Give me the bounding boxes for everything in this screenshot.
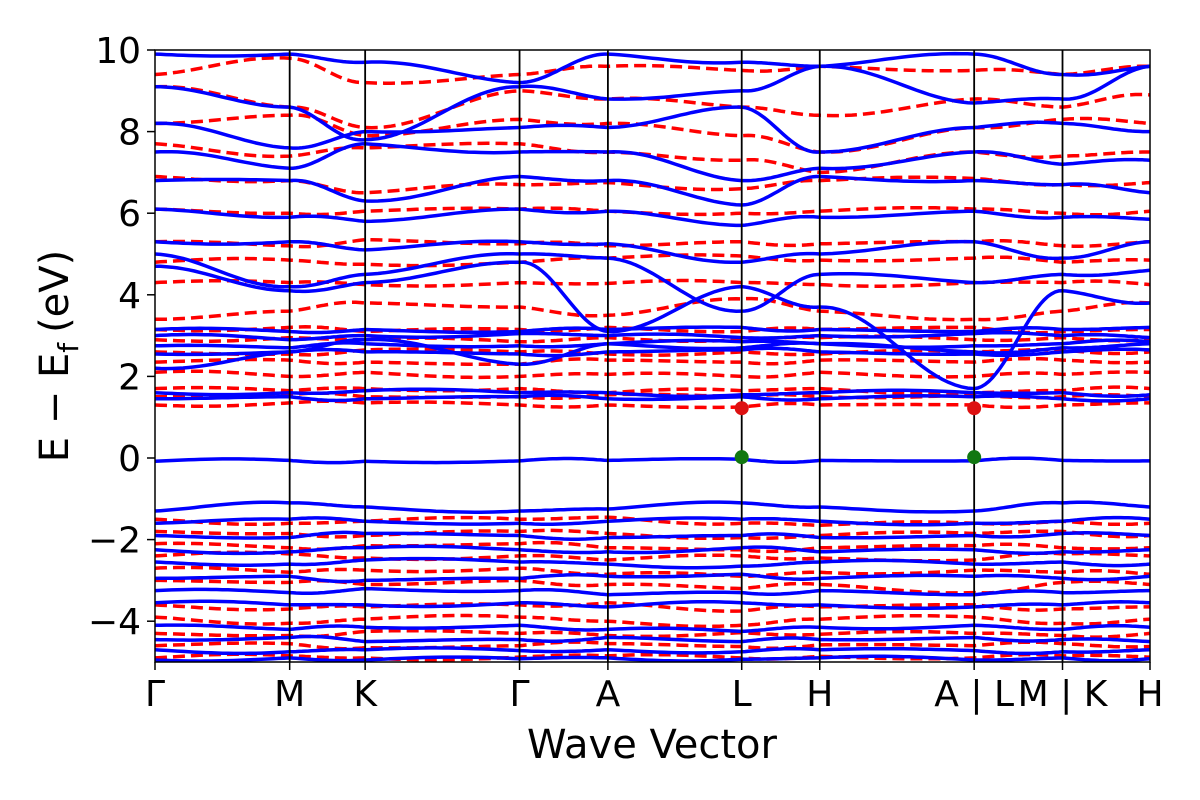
- solid-band-line: [155, 530, 1150, 541]
- dashed-band-line: [155, 296, 1150, 322]
- x-tick-label: H: [1136, 674, 1163, 715]
- x-tick-label: Γ: [145, 674, 165, 715]
- y-axis-label-main: E − E: [32, 353, 78, 463]
- solid-band-line: [155, 387, 1150, 399]
- y-tick-label: 2: [118, 357, 141, 398]
- dashed-band-line: [155, 550, 1150, 563]
- solid-band-line: [155, 207, 1150, 228]
- x-tick-label: M: [274, 674, 305, 715]
- y-axis-label: E − Ef (eV): [32, 250, 85, 463]
- dashed-band-line: [155, 399, 1150, 410]
- solid-band-line: [155, 393, 1150, 403]
- dashed-band-line: [155, 369, 1150, 380]
- bands-layer: [155, 51, 1150, 662]
- solid-band-line: [155, 105, 1150, 154]
- y-axis-label-subscript: f: [52, 342, 85, 353]
- solid-band-line: [155, 646, 1150, 656]
- x-axis-label: Wave Vector: [527, 722, 778, 768]
- solid-band-line: [155, 572, 1150, 584]
- solid-band-line: [155, 515, 1150, 527]
- dashed-band-line: [155, 347, 1150, 357]
- dashed-band-line: [155, 613, 1150, 629]
- x-tick-label: L: [732, 674, 752, 715]
- solid-band-line: [155, 500, 1150, 514]
- x-tick-label: K: [353, 674, 378, 715]
- plot-frame: [154, 49, 1151, 663]
- solid-band-line: [155, 239, 1150, 265]
- y-tick-label: 4: [118, 276, 141, 317]
- dashed-band-line: [155, 565, 1150, 579]
- dashed-band-line: [155, 56, 1150, 85]
- solid-band-line: [155, 556, 1150, 570]
- solid-band-line: [155, 142, 1150, 183]
- solid-band-line: [155, 346, 1150, 358]
- band-edge-marker: [734, 450, 749, 465]
- dashed-band-line: [155, 84, 1150, 130]
- dashed-band-line: [155, 385, 1150, 396]
- dashed-band-line: [155, 253, 1150, 268]
- solid-band-line: [155, 586, 1150, 597]
- solid-band-line: [155, 174, 1150, 207]
- solid-band-line: [155, 260, 1150, 391]
- solid-band-line: [155, 544, 1150, 556]
- x-tick-label: H: [806, 674, 833, 715]
- y-axis-label-unit: (eV): [32, 250, 78, 333]
- y-tick-label: 10: [95, 31, 141, 72]
- solid-band-line: [155, 338, 1150, 350]
- x-tick-label: A | L: [934, 674, 1014, 715]
- dashed-band-line: [155, 113, 1150, 154]
- solid-band-line: [155, 623, 1150, 634]
- x-tick-label: Γ: [510, 674, 530, 715]
- band-edge-marker: [734, 401, 749, 416]
- dashed-band-line: [155, 640, 1150, 651]
- solid-band-line: [155, 599, 1150, 611]
- y-axis-ticks: −4 −2 0 2 4 6 8 10: [88, 31, 155, 643]
- solid-band-line: [155, 51, 1150, 85]
- band-edge-marker: [967, 401, 982, 416]
- x-tick-label: A: [596, 674, 621, 715]
- x-tick-label: M | K: [1018, 674, 1109, 715]
- band-edge-markers: [734, 401, 982, 465]
- solid-band-line: [155, 654, 1150, 662]
- solid-band-line: [155, 456, 1150, 465]
- solid-band-line: [155, 634, 1150, 644]
- dashed-band-line: [155, 528, 1150, 541]
- solid-band-line: [155, 252, 1150, 313]
- y-tick-label: −2: [88, 521, 141, 562]
- y-tick-label: −4: [88, 602, 141, 643]
- solid-band-line: [155, 330, 1150, 342]
- y-tick-label: 6: [118, 194, 141, 235]
- dashed-band-line: [155, 356, 1150, 367]
- band-edge-marker: [967, 450, 982, 465]
- high-symmetry-lines: [288, 50, 1064, 662]
- dashed-band-line: [155, 205, 1150, 217]
- solid-band-line: [155, 64, 1150, 142]
- y-tick-label: 0: [118, 439, 141, 480]
- solid-band-line: [155, 325, 1150, 335]
- y-tick-label: 8: [118, 113, 141, 154]
